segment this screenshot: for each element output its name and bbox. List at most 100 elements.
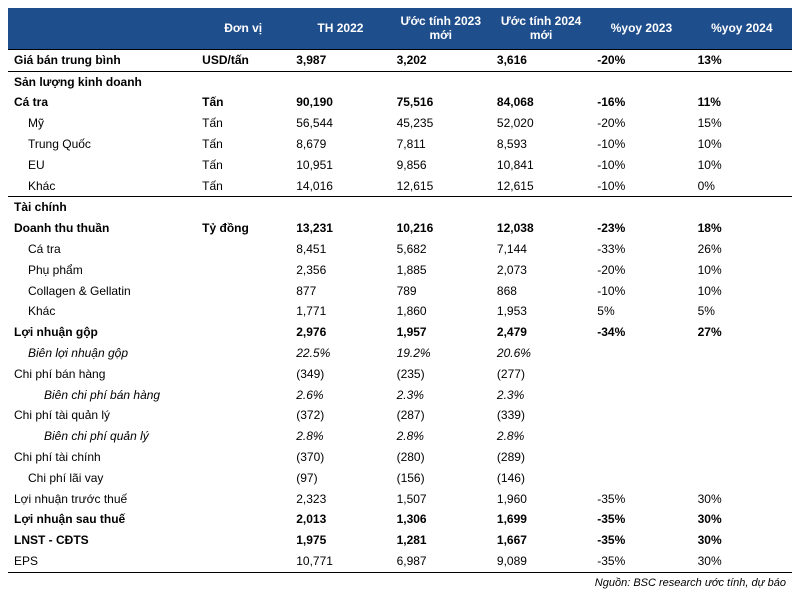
cell-c2: (370) (290, 447, 390, 468)
cell-c0: Giá bán trung bình (8, 49, 196, 71)
cell-c3: 10,216 (391, 218, 491, 239)
cell-c3 (391, 71, 491, 92)
cell-c6: 10% (692, 260, 792, 281)
source-note: Nguồn: BSC research ước tính, dự báo (8, 573, 792, 589)
cell-c0: Khác (8, 176, 196, 197)
table-row: Khác1,7711,8601,9535%5% (8, 301, 792, 322)
header-yoy2024: %yoy 2024 (692, 8, 792, 49)
cell-c3: (280) (391, 447, 491, 468)
table-row: Cá tra8,4515,6827,144-33%26% (8, 239, 792, 260)
cell-c3: 7,811 (391, 134, 491, 155)
cell-c0: Biên lợi nhuận gộp (8, 343, 196, 364)
table-row: Sản lượng kinh doanh (8, 71, 792, 92)
table-row: Trung QuốcTấn8,6797,8118,593-10%10% (8, 134, 792, 155)
cell-c0: EPS (8, 551, 196, 572)
cell-c4: 1,960 (491, 489, 591, 510)
financial-table: Đơn vị TH 2022 Ước tính 2023 mới Ước tín… (8, 8, 792, 573)
cell-c1 (196, 260, 290, 281)
cell-c0: Chi phí tài chính (8, 447, 196, 468)
cell-c3: (156) (391, 468, 491, 489)
cell-c3: 45,235 (391, 113, 491, 134)
cell-c1 (196, 301, 290, 322)
cell-c6: 10% (692, 155, 792, 176)
cell-c5: -35% (591, 530, 691, 551)
table-row: KhácTấn14,01612,61512,615-10%0% (8, 176, 792, 197)
cell-c1 (196, 239, 290, 260)
cell-c0: Lợi nhuận trước thuế (8, 489, 196, 510)
cell-c4: 52,020 (491, 113, 591, 134)
cell-c5: -34% (591, 322, 691, 343)
cell-c4: 1,699 (491, 509, 591, 530)
cell-c6: 15% (692, 113, 792, 134)
cell-c5 (591, 364, 691, 385)
table-row: Lợi nhuận sau thuế2,0131,3061,699-35%30% (8, 509, 792, 530)
cell-c4: 2,073 (491, 260, 591, 281)
cell-c5 (591, 405, 691, 426)
cell-c4 (491, 71, 591, 92)
cell-c5: -35% (591, 509, 691, 530)
cell-c2: 1,975 (290, 530, 390, 551)
cell-c1: USD/tấn (196, 49, 290, 71)
cell-c6: 30% (692, 489, 792, 510)
cell-c5 (591, 71, 691, 92)
cell-c3: 789 (391, 281, 491, 302)
cell-c1: Tấn (196, 134, 290, 155)
cell-c5: -10% (591, 155, 691, 176)
cell-c4: 8,593 (491, 134, 591, 155)
cell-c6 (692, 468, 792, 489)
cell-c1: Tấn (196, 176, 290, 197)
cell-c3: 9,856 (391, 155, 491, 176)
table-row: Chi phí bán hàng(349)(235)(277) (8, 364, 792, 385)
cell-c1 (196, 530, 290, 551)
table-row: Chi phí tài quản lý(372)(287)(339) (8, 405, 792, 426)
cell-c0: Lợi nhuận sau thuế (8, 509, 196, 530)
cell-c1 (196, 343, 290, 364)
cell-c2: 10,951 (290, 155, 390, 176)
cell-c6: 10% (692, 281, 792, 302)
cell-c3: 1,860 (391, 301, 491, 322)
cell-c6: 11% (692, 92, 792, 113)
cell-c2: 877 (290, 281, 390, 302)
cell-c2: (349) (290, 364, 390, 385)
cell-c1 (196, 385, 290, 406)
cell-c0: Phụ phẩm (8, 260, 196, 281)
cell-c6: 13% (692, 49, 792, 71)
cell-c5: -33% (591, 239, 691, 260)
cell-c6: 30% (692, 530, 792, 551)
cell-c5: -16% (591, 92, 691, 113)
cell-c1 (196, 281, 290, 302)
cell-c6 (692, 447, 792, 468)
cell-c6: 0% (692, 176, 792, 197)
table-row: Lợi nhuận trước thuế2,3231,5071,960-35%3… (8, 489, 792, 510)
cell-c5 (591, 468, 691, 489)
cell-c0: Sản lượng kinh doanh (8, 71, 196, 92)
cell-c0: EU (8, 155, 196, 176)
cell-c2 (290, 197, 390, 218)
cell-c3: (235) (391, 364, 491, 385)
cell-c5: -10% (591, 176, 691, 197)
cell-c3: 12,615 (391, 176, 491, 197)
cell-c3 (391, 197, 491, 218)
table-row: Giá bán trung bìnhUSD/tấn3,9873,2023,616… (8, 49, 792, 71)
table-row: Chi phí lãi vay(97)(156)(146) (8, 468, 792, 489)
header-yoy2023: %yoy 2023 (591, 8, 691, 49)
table-row: Cá traTấn90,19075,51684,068-16%11% (8, 92, 792, 113)
cell-c1 (196, 468, 290, 489)
cell-c3: 2.8% (391, 426, 491, 447)
cell-c3: 1,885 (391, 260, 491, 281)
cell-c3: 1,306 (391, 509, 491, 530)
header-blank (8, 8, 196, 49)
cell-c3: 1,507 (391, 489, 491, 510)
table-row: Biên chi phí quản lý2.8%2.8%2.8% (8, 426, 792, 447)
cell-c2: 8,679 (290, 134, 390, 155)
table-row: EUTấn10,9519,85610,841-10%10% (8, 155, 792, 176)
cell-c5: -10% (591, 134, 691, 155)
cell-c3: 3,202 (391, 49, 491, 71)
cell-c6: 10% (692, 134, 792, 155)
cell-c0: Tài chính (8, 197, 196, 218)
cell-c4: (146) (491, 468, 591, 489)
cell-c5: -10% (591, 281, 691, 302)
cell-c6 (692, 385, 792, 406)
cell-c2: 2,356 (290, 260, 390, 281)
cell-c0: Biên chi phí bán hàng (8, 385, 196, 406)
